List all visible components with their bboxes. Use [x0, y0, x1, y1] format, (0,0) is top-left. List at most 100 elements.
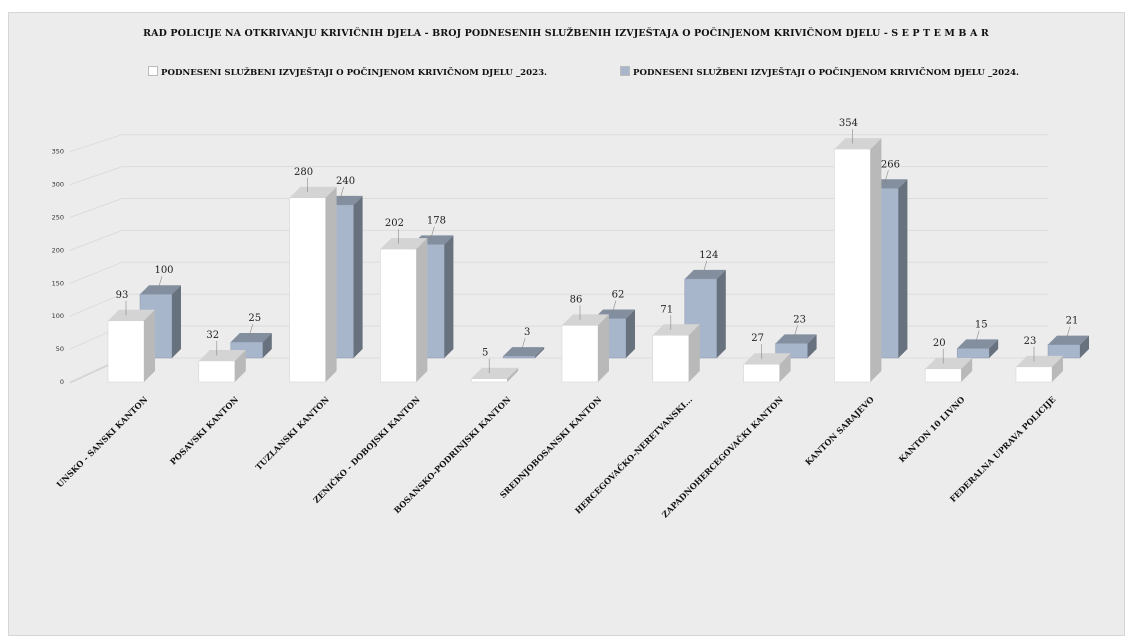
bar-2024-4 — [502, 355, 536, 359]
data-label-2023-8: 354 — [839, 118, 858, 129]
leader-2024-1 — [248, 323, 254, 338]
x-tick-label-10: FEDERALNA UPRAVA POLICIJE — [948, 394, 1058, 504]
bar-2024-side-5 — [626, 309, 635, 358]
bar-2024-top-1 — [230, 333, 272, 343]
bar-2023-side-2 — [325, 186, 337, 382]
bar-2023-3 — [380, 248, 417, 383]
bar-2023-side-6 — [688, 324, 700, 382]
leader-2024-3 — [430, 226, 435, 241]
bar-2024-side-0 — [172, 285, 181, 358]
x-tick-label-8: KANTON SARAJEVO — [803, 394, 876, 467]
bar-2023-top-4 — [471, 367, 519, 379]
x-tick-label-0: UNSKO - SANSKI KANTON — [54, 394, 149, 489]
data-label-2023-1: 32 — [206, 330, 219, 341]
leader-2024-4 — [520, 338, 526, 352]
leader-2024-5 — [611, 300, 617, 315]
bar-2023-side-1 — [234, 349, 246, 382]
bar-2024-top-7 — [775, 334, 817, 344]
bar-2023-top-1 — [198, 349, 246, 361]
bar-2024-9 — [956, 348, 990, 359]
data-label-2023-10: 23 — [1024, 336, 1037, 347]
data-label-2024-5: 62 — [612, 289, 625, 300]
y-tick-label-100: 100 — [52, 312, 64, 320]
bar-2023-top-5 — [562, 314, 609, 326]
bar-2023-5 — [561, 325, 599, 383]
bar-2023-1 — [198, 360, 236, 383]
bar-2023-side-7 — [779, 353, 791, 382]
bar-2023-top-2 — [289, 186, 337, 198]
bar-2023-9 — [924, 368, 962, 383]
bar-2024-side-10 — [1080, 335, 1089, 358]
y-tick-label-0: 0 — [60, 378, 64, 386]
data-label-2024-1: 25 — [248, 313, 261, 324]
y-tick-label-300: 300 — [52, 181, 64, 189]
x-tick-label-5: SREDNJOBOSANSKI KANTON — [498, 394, 604, 500]
leader-2024-2 — [339, 186, 344, 201]
bar-2023-top-7 — [743, 353, 791, 365]
legend-label-2023: PODNESENI SLUŽBENI IZVJEŠTAJI O POČINJEN… — [161, 68, 548, 78]
data-label-2024-2: 240 — [336, 176, 355, 187]
bar-2023-side-4 — [507, 367, 519, 382]
leader-2024-7 — [793, 325, 798, 339]
data-label-2023-2: 280 — [294, 167, 313, 178]
bar-2023-side-10 — [1052, 355, 1063, 382]
bar-2024-top-6 — [684, 269, 726, 279]
bar-2023-side-8 — [870, 138, 882, 382]
data-label-2024-6: 124 — [699, 250, 718, 261]
data-label-2023-0: 93 — [116, 290, 129, 301]
gridline-side-100 — [69, 293, 123, 317]
y-tick-label-250: 250 — [52, 214, 64, 222]
legend-label-2024: PODNESENI SLUŽBENI IZVJEŠTAJI O POČINJEN… — [633, 68, 1020, 78]
bar-2023-side-5 — [598, 314, 609, 382]
chart-title: RAD POLICIJE NA OTKRIVANJU KRIVIČNIH DJE… — [143, 28, 989, 39]
x-tick-label-3: ZENIČKO - DOBOJSKI KANTON — [311, 394, 422, 505]
gridline-side-250 — [69, 198, 123, 218]
gridline-side-150 — [69, 261, 123, 284]
bar-2023-2 — [289, 197, 326, 383]
bar-2023-10 — [1015, 366, 1053, 383]
bar-2024-side-6 — [716, 269, 726, 358]
bar-2023-top-9 — [925, 357, 973, 369]
bar-2024-top-10 — [1048, 335, 1089, 345]
data-label-2024-7: 23 — [793, 314, 806, 325]
data-label-2023-4: 5 — [482, 348, 488, 359]
bar-2024-side-2 — [353, 195, 363, 358]
x-tick-label-9: KANTON 10 LIVNO — [897, 394, 967, 464]
gridline-side-350 — [69, 134, 123, 153]
bar-2023-top-0 — [108, 309, 155, 321]
x-tick-label-2: TUZLANSKI KANTON — [253, 394, 331, 472]
leader-2024-0 — [157, 276, 163, 290]
data-label-2023-9: 20 — [933, 338, 946, 349]
leader-2024-8 — [884, 170, 889, 184]
legend-item-2024: PODNESENI SLUŽBENI IZVJEŠTAJI O POČINJEN… — [620, 66, 1019, 78]
data-label-2024-3: 178 — [427, 215, 446, 226]
leader-2024-6 — [702, 260, 708, 275]
bar-2023-top-6 — [652, 324, 700, 336]
bar-2024-top-0 — [140, 285, 181, 295]
leader-2024-10 — [1065, 326, 1071, 341]
gridline-side-200 — [69, 229, 123, 251]
bar-2024-side-1 — [262, 333, 272, 358]
leader-2024-9 — [974, 330, 980, 345]
legend-item-2023: PODNESENI SLUŽBENI IZVJEŠTAJI O POČINJEN… — [148, 66, 547, 78]
bar-2023-side-3 — [416, 238, 428, 382]
y-tick-label-200: 200 — [52, 246, 64, 254]
bar-2024-side-9 — [989, 339, 999, 358]
bar-2023-4 — [470, 378, 508, 383]
bar-2023-top-8 — [834, 138, 882, 150]
bar-2024-top-4 — [503, 347, 545, 357]
bar-2023-0 — [107, 320, 145, 383]
data-label-2024-10: 21 — [1066, 316, 1079, 327]
legend-swatch-2023 — [148, 66, 158, 76]
bar-2023-8 — [834, 148, 871, 383]
data-label-2024-8: 266 — [881, 159, 900, 170]
bar-2024-side-3 — [444, 235, 454, 358]
bar-2024-side-8 — [898, 179, 908, 358]
bar-2023-top-3 — [380, 238, 428, 250]
data-label-2023-6: 71 — [660, 304, 673, 315]
bar-2024-top-9 — [957, 339, 999, 349]
data-label-2024-9: 15 — [975, 319, 988, 330]
data-label-2023-5: 86 — [570, 294, 583, 305]
data-label-2024-4: 3 — [524, 327, 530, 338]
